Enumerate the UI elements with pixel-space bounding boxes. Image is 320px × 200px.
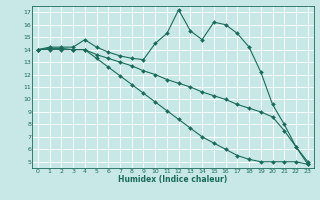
X-axis label: Humidex (Indice chaleur): Humidex (Indice chaleur) — [118, 175, 228, 184]
